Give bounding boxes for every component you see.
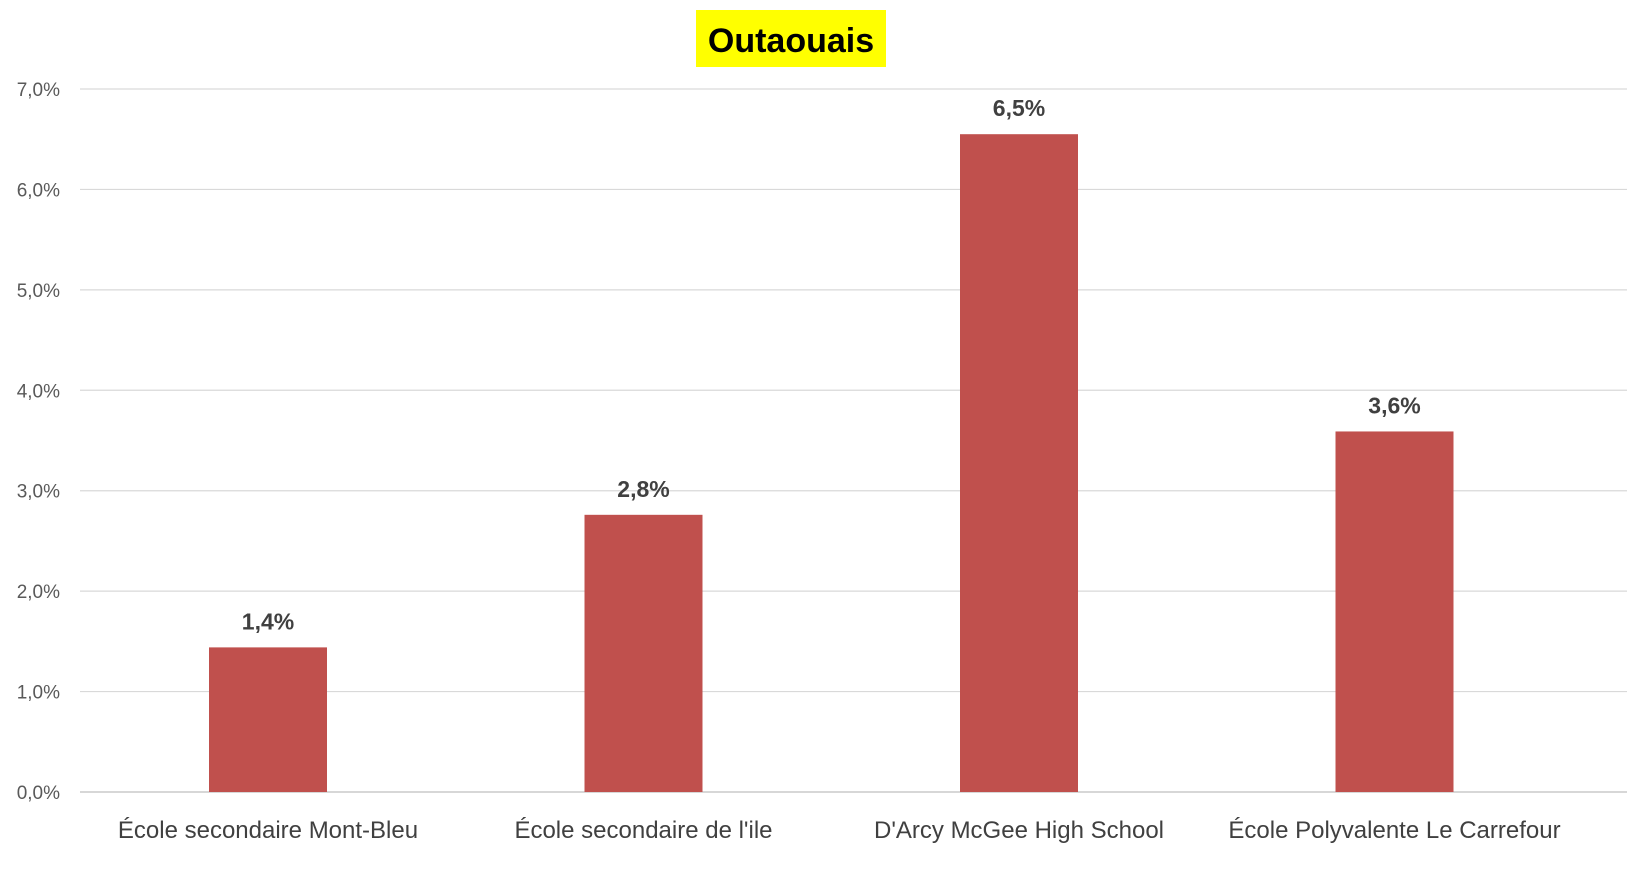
y-tick-label: 5,0% <box>17 281 60 302</box>
data-label: 1,4% <box>242 608 294 634</box>
y-tick-label: 6,0% <box>17 180 60 201</box>
data-label: 2,8% <box>617 476 669 502</box>
y-tick-label: 0,0% <box>17 783 60 804</box>
chart-title-highlight <box>696 10 886 67</box>
y-tick-label: 3,0% <box>17 482 60 503</box>
y-tick-label: 4,0% <box>17 381 60 402</box>
data-label: 6,5% <box>993 95 1045 121</box>
chart-title: Outaouais <box>708 22 874 60</box>
bar <box>584 514 703 792</box>
x-category-label: École secondaire Mont-Bleu <box>118 817 418 844</box>
x-category-label: École secondaire de l'ile <box>514 817 772 844</box>
gridlines <box>80 88 1627 793</box>
y-tick-label: 2,0% <box>17 582 60 603</box>
bar <box>1335 431 1454 792</box>
bar <box>209 647 327 792</box>
bar <box>960 134 1078 792</box>
x-category-label: École Polyvalente Le Carrefour <box>1228 817 1560 844</box>
y-tick-label: 7,0% <box>17 80 60 101</box>
x-category-label: D'Arcy McGee High School <box>874 817 1164 844</box>
y-tick-label: 1,0% <box>17 683 60 704</box>
chart-title-group: Outaouais <box>696 10 886 67</box>
data-labels: 1,4% 2,8% 6,5% 3,6% <box>242 95 1421 634</box>
y-axis-tick-labels: 0,0% 1,0% 2,0% 3,0% 4,0% 5,0% 6,0% 7,0% <box>17 80 60 804</box>
x-axis-category-labels: École secondaire Mont-Bleu École secondai… <box>118 817 1561 844</box>
bars <box>209 134 1454 792</box>
data-label: 3,6% <box>1368 392 1420 418</box>
